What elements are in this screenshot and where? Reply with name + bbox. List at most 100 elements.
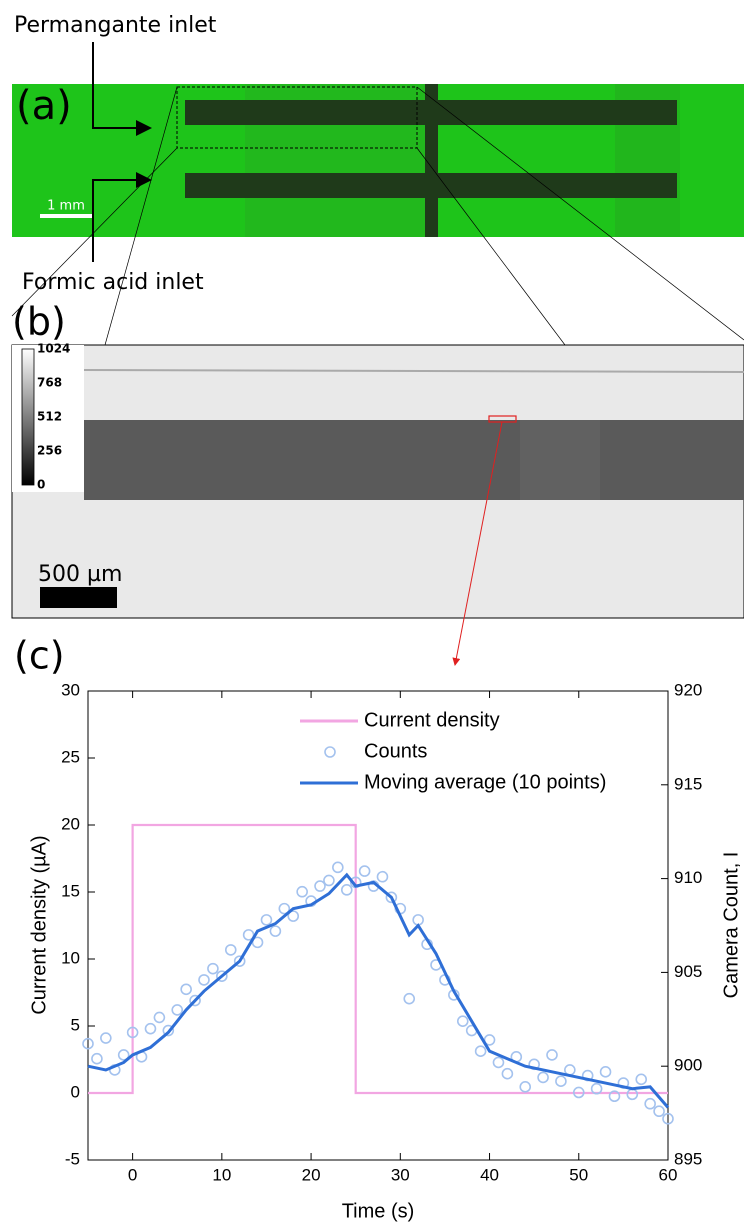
count-point [162, 1024, 175, 1037]
count-point [340, 884, 353, 896]
roi [488, 415, 517, 423]
x-tick-label: 50 [569, 1165, 588, 1184]
arrow [92, 172, 152, 262]
colorbar-tick-label: 1024 [37, 342, 70, 356]
y-tick-label: 15 [61, 881, 80, 900]
count-point [216, 970, 228, 982]
count-point [572, 1086, 585, 1099]
colorbar [21, 348, 35, 486]
y-tick-label: 25 [61, 747, 80, 766]
count-point [546, 1049, 558, 1061]
x-tick-label: 40 [480, 1165, 499, 1184]
x-tick-label: 0 [128, 1165, 137, 1184]
y-axis-label: Current density (µA) [28, 835, 50, 1014]
zoom-box [176, 86, 418, 149]
count-point [278, 902, 291, 915]
electrode [425, 84, 438, 237]
scale-label: 500 µm [38, 562, 122, 587]
y2-axis-label: Camera Count, I [720, 852, 742, 999]
count-point [608, 1090, 621, 1103]
panel-label: (b) [12, 300, 66, 344]
count-point [599, 1066, 612, 1078]
count-point [537, 1071, 549, 1084]
colorbar-tick-label: 512 [37, 410, 62, 424]
channel [84, 420, 744, 500]
legend-label: Moving average (10 points) [364, 771, 606, 793]
count-point [171, 1004, 184, 1016]
inlet-label: Formic acid inlet [22, 270, 204, 295]
count-point [189, 994, 201, 1007]
count-point [269, 925, 282, 937]
count-point [296, 885, 308, 898]
count-point [224, 944, 237, 956]
panel-a: 1 mm (a) Permangante inlet Formic acid i… [10, 13, 744, 346]
panel-b: (b) 1024 768 512 256 0 500 µm [11, 300, 744, 666]
edge [83, 369, 744, 373]
y-tick-label: 30 [61, 680, 80, 699]
scale-label: 1 mm [47, 199, 85, 214]
count-point [662, 1112, 674, 1125]
zoom-line [104, 86, 178, 346]
count-point [403, 992, 416, 1005]
count-point [198, 974, 210, 986]
count-point [653, 1105, 665, 1118]
count-point [100, 1032, 112, 1044]
colorbar-tick-label: 0 [37, 478, 45, 492]
count-point [91, 1052, 103, 1065]
x-tick-label: 60 [659, 1165, 678, 1184]
count-point [287, 910, 300, 922]
count-point [144, 1022, 157, 1035]
count-point [233, 955, 246, 967]
plot-frame [87, 690, 669, 1161]
count-point [555, 1075, 567, 1088]
count-point [126, 1026, 139, 1039]
y-tick-label: 20 [61, 814, 80, 833]
count-point [590, 1082, 603, 1095]
y-tick-label: 10 [61, 948, 80, 967]
count-point [474, 1045, 487, 1057]
colorbar-tick-label: 768 [37, 376, 62, 390]
count-point [117, 1049, 130, 1061]
x-axis-label: Time (s) [342, 1200, 415, 1222]
inlet-label: Permangante inlet [14, 13, 217, 38]
y2-tick-label: 905 [674, 962, 702, 981]
legend-label: Counts [364, 740, 427, 762]
count-point [626, 1088, 639, 1101]
y-tick-label: 0 [71, 1082, 80, 1101]
panel-label: (a) [16, 83, 72, 129]
count-point [180, 983, 192, 996]
arrow [92, 42, 152, 136]
x-tick-label: 30 [391, 1165, 410, 1184]
y-tick-label: -5 [65, 1149, 80, 1168]
count-point [207, 962, 219, 975]
count-point [376, 870, 389, 883]
count-point [644, 1097, 656, 1110]
y2-tick-label: 895 [674, 1149, 702, 1168]
y2-tick-label: 915 [674, 774, 702, 793]
series-line [88, 823, 668, 1095]
count-point [385, 891, 398, 904]
roi-arrow [452, 421, 503, 666]
zoom-line [416, 147, 566, 346]
count-point [260, 914, 273, 926]
count-point [332, 861, 344, 874]
region [520, 420, 600, 500]
count-point [323, 874, 335, 887]
legend-label: Current density [364, 709, 500, 731]
zoom-line [416, 86, 744, 341]
count-point [153, 1011, 166, 1024]
series-line [87, 872, 670, 1109]
y2-tick-label: 920 [674, 680, 702, 699]
y2-tick-label: 910 [674, 868, 702, 887]
count-point [635, 1073, 648, 1086]
count-point [82, 1037, 94, 1050]
colorbar-tick-label: 256 [37, 444, 62, 458]
panel-label: (c) [14, 634, 65, 678]
x-tick-label: 20 [302, 1165, 321, 1184]
count-point [492, 1056, 505, 1069]
y2-tick-label: 900 [674, 1056, 702, 1075]
legend-marker [324, 746, 336, 758]
chart: (c) Time (s) Current density (µA) Camera… [14, 634, 742, 1223]
zoom-line [11, 147, 178, 317]
